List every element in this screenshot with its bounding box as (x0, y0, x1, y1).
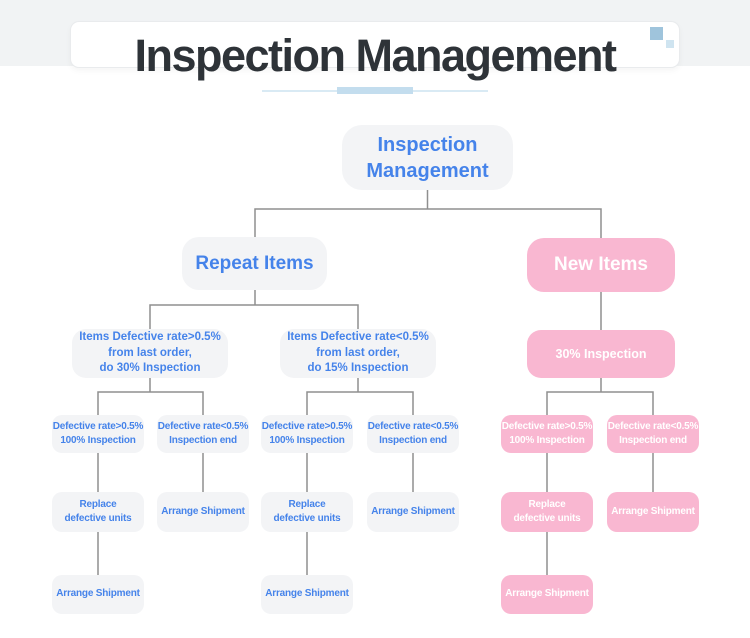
node-arrange-shipment-final-2: Arrange Shipment (261, 575, 353, 614)
node-replace-units-2: Replace defective units (261, 492, 353, 532)
node-arrange-shipment-3: Arrange Shipment (607, 492, 699, 532)
node-replace-units-1: Replace defective units (52, 492, 144, 532)
node-arrange-shipment-final-3: Arrange Shipment (501, 575, 593, 614)
node-rate-low-2: Defective rate<0.5% Inspection end (367, 415, 459, 453)
title-card (70, 21, 680, 68)
node-rate-low-3: Defective rate<0.5% Inspection end (607, 415, 699, 453)
node-new-items: New Items (527, 238, 675, 292)
node-replace-units-3: Replace defective units (501, 492, 593, 532)
node-arrange-shipment-2: Arrange Shipment (367, 492, 459, 532)
node-rate-high-2: Defective rate>0.5% 100% Inspection (261, 415, 353, 453)
node-root: Inspection Management (342, 125, 513, 190)
node-rate-high-1: Defective rate>0.5% 100% Inspection (52, 415, 144, 453)
node-rate-low-1: Defective rate<0.5% Inspection end (157, 415, 249, 453)
node-repeat-items: Repeat Items (182, 237, 327, 290)
decor-square-small-icon (666, 40, 674, 48)
page-title: Inspection Management (134, 30, 617, 81)
node-arrange-shipment-1: Arrange Shipment (157, 492, 249, 532)
node-arrange-shipment-final-1: Arrange Shipment (52, 575, 144, 614)
title-underline-accent (337, 87, 413, 94)
node-cond-defect-high: Items Defective rate>0.5% from last orde… (72, 329, 228, 378)
node-cond-defect-low: Items Defective rate<0.5% from last orde… (280, 329, 436, 378)
node-30pct-inspection: 30% Inspection (527, 330, 675, 378)
node-rate-high-3: Defective rate>0.5% 100% Inspection (501, 415, 593, 453)
decor-square-icon (650, 27, 663, 40)
